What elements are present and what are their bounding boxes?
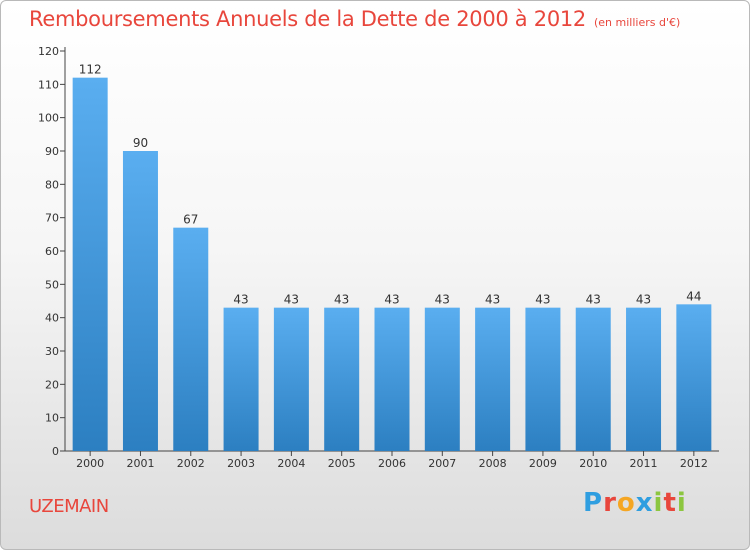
data-label-2007: 43: [435, 293, 450, 307]
bar-2010: [575, 307, 611, 451]
y-tick-label: 50: [45, 278, 59, 291]
bar-2007: [424, 307, 460, 451]
x-tick-label-2002: 2002: [177, 457, 205, 470]
y-tick-label: 10: [45, 412, 59, 425]
x-tick-label-2003: 2003: [227, 457, 255, 470]
x-tick-label-2005: 2005: [328, 457, 356, 470]
logo-letter: i: [676, 488, 687, 518]
bar-2009: [525, 307, 561, 451]
y-tick-label: 30: [45, 345, 59, 358]
bar-2011: [626, 307, 662, 451]
y-tick-label: 110: [38, 78, 59, 91]
y-tick-label: 40: [45, 312, 59, 325]
x-tick-label-2008: 2008: [479, 457, 507, 470]
x-tick-label-2009: 2009: [529, 457, 557, 470]
data-label-2002: 67: [183, 213, 198, 227]
commune-name: UZEMAIN: [29, 496, 109, 517]
logo-letter: r: [603, 488, 617, 518]
logo-letter: P: [583, 488, 604, 518]
chart-title-text: Remboursements Annuels de la Dette de 20…: [29, 7, 586, 31]
bar-2002: [173, 227, 209, 451]
logo-letter: x: [635, 488, 654, 518]
x-tick-label-2006: 2006: [378, 457, 406, 470]
x-tick-label-2010: 2010: [579, 457, 607, 470]
y-tick-label: 80: [45, 178, 59, 191]
chart-title: Remboursements Annuels de la Dette de 20…: [29, 7, 680, 31]
logo-letter: o: [616, 488, 636, 518]
chart-axes: 0 10 20 30 40 50 60 70 80 90 100 110 120 2000 2001 2002…: [38, 45, 719, 470]
bar-2003: [223, 307, 259, 451]
data-label-2009: 43: [535, 293, 550, 307]
x-tick-label-2011: 2011: [630, 457, 658, 470]
data-label-2005: 43: [334, 293, 349, 307]
bar-2005: [324, 307, 360, 451]
y-tick-label: 60: [45, 245, 59, 258]
x-tick-label-2000: 2000: [76, 457, 104, 470]
data-label-2001: 90: [133, 136, 148, 150]
chart-bars: 112 90 67 43 43 43 43 43 43 43 43 43 44: [72, 63, 712, 452]
y-tick-label: 20: [45, 378, 59, 391]
bar-2012: [676, 304, 712, 451]
data-label-2011: 43: [636, 293, 651, 307]
proxiti-logo: Proxiti: [583, 488, 687, 518]
data-label-2010: 43: [586, 293, 601, 307]
data-label-2000: 112: [79, 63, 102, 77]
bar-2006: [374, 307, 410, 451]
x-tick-label-2012: 2012: [680, 457, 708, 470]
data-label-2003: 43: [233, 293, 248, 307]
y-tick-label: 100: [38, 112, 59, 125]
y-tick-label: 90: [45, 145, 59, 158]
x-tick-label-2004: 2004: [277, 457, 305, 470]
bar-2008: [475, 307, 511, 451]
data-label-2004: 43: [284, 293, 299, 307]
logo-letter: t: [663, 488, 677, 518]
data-label-2012: 44: [686, 289, 701, 303]
x-tick-label-2001: 2001: [126, 457, 154, 470]
data-label-2008: 43: [485, 293, 500, 307]
chart-subtitle: (en milliers d'€): [594, 16, 681, 29]
bar-2004: [273, 307, 309, 451]
bar-2000: [72, 77, 108, 452]
y-tick-label: 70: [45, 212, 59, 225]
x-tick-label-2007: 2007: [428, 457, 456, 470]
logo-letter: i: [653, 488, 664, 518]
y-tick-label: 0: [52, 445, 59, 458]
bar-2001: [122, 151, 158, 451]
data-label-2006: 43: [384, 293, 399, 307]
y-tick-label: 120: [38, 45, 59, 58]
